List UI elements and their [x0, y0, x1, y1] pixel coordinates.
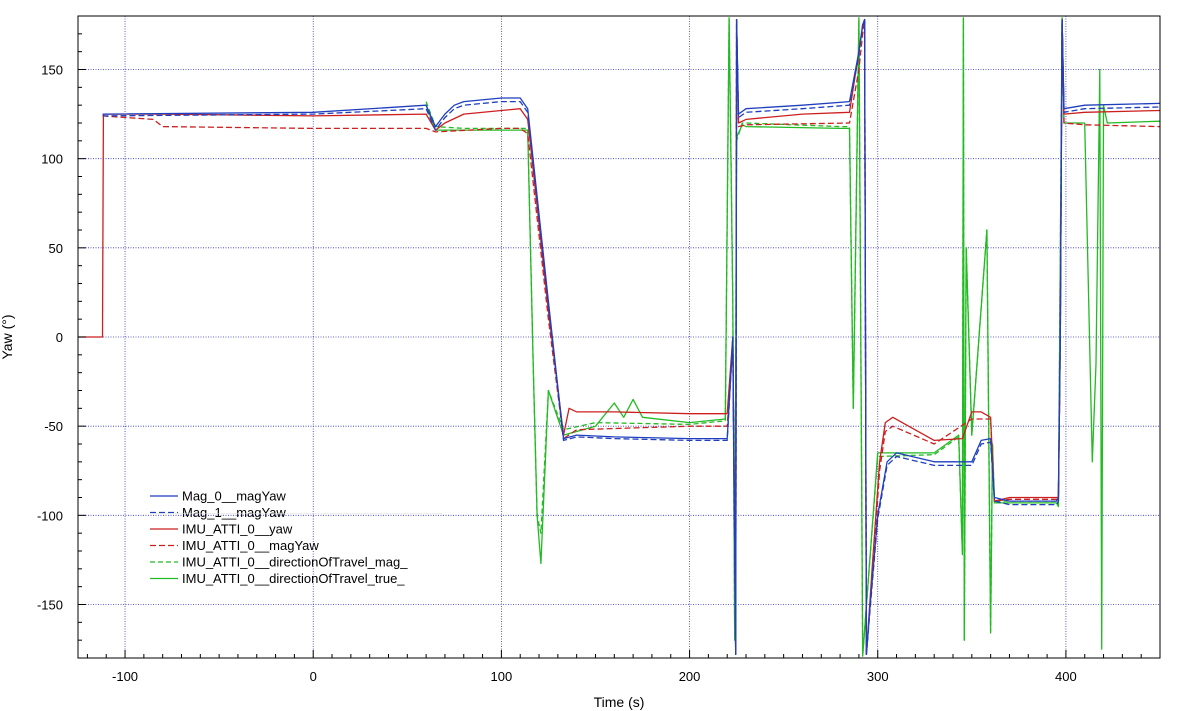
legend-label: Mag_0__magYaw — [182, 489, 286, 504]
legend-label: Mag_1__magYaw — [182, 505, 286, 520]
y-tick-label: -50 — [44, 419, 63, 434]
y-tick-label: 0 — [56, 330, 63, 345]
x-tick-label: 100 — [491, 669, 513, 684]
axis-ticks — [78, 15, 1161, 659]
grid-lines — [78, 16, 1160, 658]
series-layer — [78, 17, 1160, 657]
y-tick-label: 100 — [41, 152, 63, 167]
series-line-IMU_ATTI_0__yaw — [78, 18, 1160, 656]
y-tick-label: 50 — [49, 241, 63, 256]
legend-label: IMU_ATTI_0__directionOfTravel_true_ — [182, 571, 405, 586]
series-line-Mag_1__magYaw — [102, 18, 1160, 656]
series-line-IMU_ATTI_0__magYaw — [102, 18, 1160, 656]
tick-labels: -100 0 100 200 300 400 150 100 50 0 -50 -100 -150 — [37, 63, 1077, 685]
x-tick-label: 300 — [867, 669, 889, 684]
x-tick-label: 200 — [679, 669, 701, 684]
series-line-Mag_0__magYaw — [102, 18, 1160, 656]
y-tick-label: -100 — [37, 508, 63, 523]
y-tick-label: 150 — [41, 63, 63, 78]
y-axis-label: Yaw (°) — [0, 314, 15, 359]
legend-label: IMU_ATTI_0__magYaw — [182, 538, 319, 553]
x-tick-label: 400 — [1055, 669, 1077, 684]
x-tick-label: 0 — [310, 669, 317, 684]
y-tick-label: -150 — [37, 598, 63, 613]
x-tick-label: -100 — [112, 669, 138, 684]
x-axis-label: Time (s) — [594, 694, 645, 710]
legend-label: IMU_ATTI_0__directionOfTravel_mag_ — [182, 555, 408, 570]
legend-label: IMU_ATTI_0__yaw — [182, 522, 293, 537]
